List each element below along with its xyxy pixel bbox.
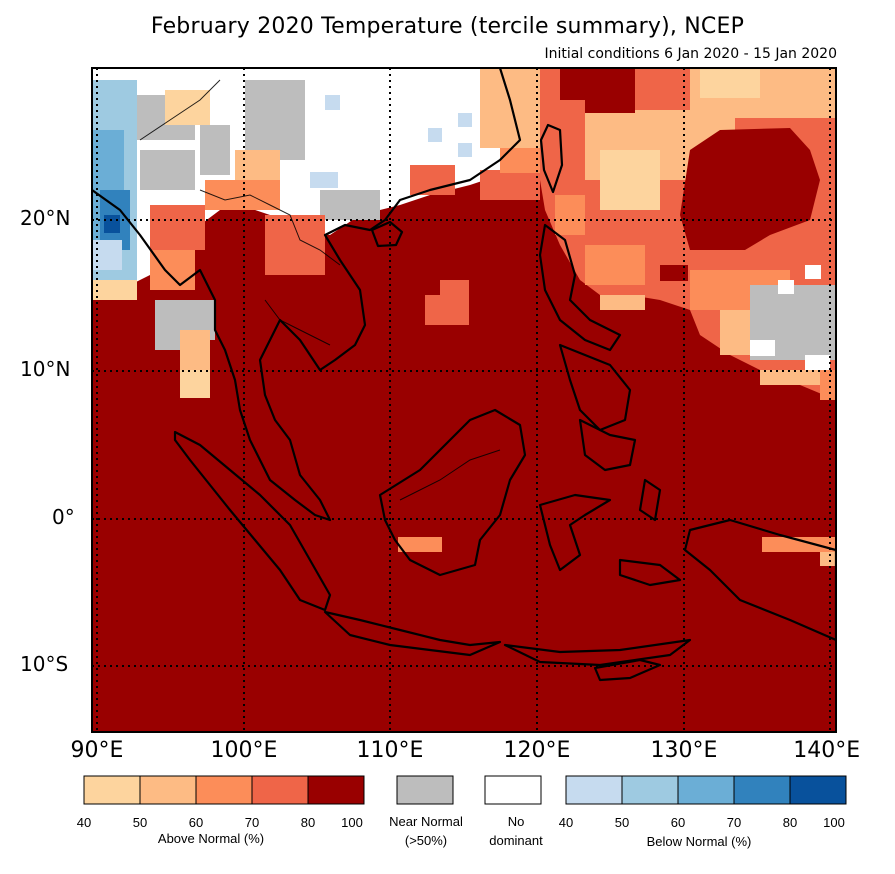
scs-anomaly-patches: [398, 280, 836, 566]
lon-label-100e: 100°E: [210, 738, 278, 763]
map-frame: [91, 67, 837, 733]
legend-below-tick: 100: [823, 815, 845, 830]
legend-near-normal-subcaption: (>50%): [404, 833, 448, 848]
legend-below-tick: 50: [614, 815, 630, 830]
legend-no-dominant-caption: No: [507, 814, 525, 829]
legend-below-tick: 70: [726, 815, 742, 830]
graticule: [92, 68, 836, 732]
legend-below-tick: 40: [558, 815, 574, 830]
legend-above-tick: 70: [244, 815, 260, 830]
lon-label-130e: 130°E: [650, 738, 718, 763]
mainland-north-region: [92, 68, 540, 398]
legend-above-tick: 50: [132, 815, 148, 830]
lon-label-140e: 140°E: [793, 738, 861, 763]
legend-below-tick: 60: [670, 815, 686, 830]
map-subtitle: Initial conditions 6 Jan 2020 - 15 Jan 2…: [544, 46, 837, 62]
lat-label-10n: 10°N: [20, 357, 71, 381]
map-title: February 2020 Temperature (tercile summa…: [150, 14, 745, 39]
lon-label-90e: 90°E: [70, 738, 124, 763]
legend-near-normal-swatch: [396, 775, 454, 805]
legend-above-tick: 80: [300, 815, 316, 830]
legend-below-tick: 80: [782, 815, 798, 830]
legend-no-dominant-swatch: [484, 775, 542, 805]
lat-label-0: 0°: [52, 505, 75, 529]
lon-label-110e: 110°E: [356, 738, 424, 763]
lat-label-20n: 20°N: [20, 206, 71, 230]
legend-above-tick: 60: [188, 815, 204, 830]
legend-no-dominant-subcaption: dominant: [489, 833, 543, 848]
pacific-north-region: [540, 68, 836, 400]
country-borders: [139, 79, 501, 501]
legend-near-normal-caption: Near Normal: [389, 814, 463, 829]
legend-below-caption: Below Normal (%): [646, 834, 752, 849]
lon-label-120e: 120°E: [503, 738, 571, 763]
legend-above-tick: 100: [341, 815, 363, 830]
legend-above-caption: Above Normal (%): [157, 831, 265, 846]
legend-above-bar: [83, 775, 365, 805]
lat-label-10s: 10°S: [20, 652, 69, 676]
legend-below-bar: [565, 775, 847, 805]
legend-above-tick: 40: [76, 815, 92, 830]
